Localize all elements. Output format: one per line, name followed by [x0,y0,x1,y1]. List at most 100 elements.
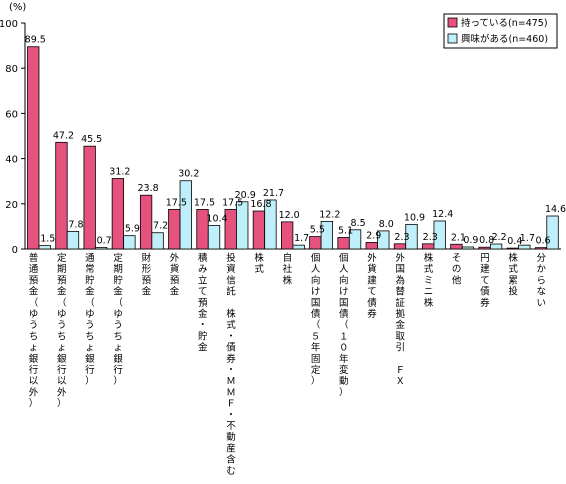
data-label-owned: 12.0 [279,210,300,221]
category-label-char: 貨 [367,263,377,275]
category-label: 外貨建て債券 [367,252,377,320]
bars [27,46,559,250]
category-label: 定期貯金（ゆうちょ銀行） [113,252,123,387]
category-label-char: 券 [480,297,490,309]
category-label-char: 定 [311,364,321,376]
category-label-char: 動 [226,432,236,443]
category-label-char: ） [339,386,349,398]
category-label-char: 個 [339,252,349,264]
category-label-char: い [537,298,547,309]
category-label-char: ち [85,331,95,342]
category-label-char: 向 [339,274,349,286]
category-label-char: 取 [395,331,405,342]
bar-owned [55,141,68,250]
category-label-char: 銀 [113,353,123,365]
category-label-char: 貯 [198,331,208,342]
bar-interested [95,247,108,250]
category-label-char: 外 [367,252,377,264]
data-label-owned: 2.3 [423,232,438,243]
legend-frame [443,13,558,49]
category-label-char: 債 [480,286,490,298]
category-label-char: 信 [226,274,236,286]
data-label-interested: 8.5 [351,218,366,229]
category-label-char: 投 [226,252,236,264]
data-label-interested: 2.2 [492,232,507,243]
bar-interested [518,244,531,250]
category-label-char: 固 [311,354,321,365]
bar-interested [461,246,475,250]
bar-interested [236,201,249,250]
y-tick-label: 80 [5,64,18,75]
category-label-char: ） [311,375,321,387]
category-label-char: 式 [508,263,518,275]
bar-owned [365,242,378,250]
category-label-char: 銀 [85,353,95,365]
category-label-char: 年 [311,342,321,354]
category-label-char: 金 [170,286,180,298]
category-label: 積み立て預金・貯金 [198,252,208,354]
category-label-char: 定 [57,252,67,264]
y-tick-label: 60 [5,109,18,120]
category-label-char: 券 [226,353,236,365]
category-label-char: 株 [424,297,434,309]
category-label-char: ら [537,275,547,286]
data-label-interested: 21.7 [263,188,284,199]
category-label-char: け [311,287,321,298]
category-label-char: 動 [339,376,349,387]
category-label-char: 債 [367,297,377,309]
data-labels: 89.5 1.5 47.2 7.8 45.5 0.7 31.2 5.9 23.8 7.2 17.5 3… [25,35,566,247]
y-tick-label: 20 [5,200,18,211]
category-label-char: ゆ [29,309,39,320]
category-label-char: そ [452,253,462,264]
data-label-owned: 0.6 [535,236,550,247]
category-label: 円建て債券 [480,253,490,309]
category-label-char: 外 [57,386,67,398]
bar-interested [151,232,164,250]
category-label-char: ょ [57,343,67,354]
category-label-char: 自 [283,252,293,264]
category-label-char: 社 [283,263,293,275]
category-labels: 普通預金（ゆうちょ銀行以外）定期預金（ゆうちょ銀行以外）通常貯金（ゆうちょ銀行）… [29,252,547,477]
data-label-interested: 10.9 [404,212,425,223]
category-label-char: １ [339,331,349,342]
category-label-char: な [537,287,547,298]
data-label-interested: 1.5 [40,234,55,245]
category-label-char: ち [29,331,39,342]
category-label-char: 行 [113,364,123,376]
bar-interested [489,243,503,250]
y-tick-label: 100 [0,19,18,30]
category-label-char: （ [339,319,349,331]
data-label-owned: 47.2 [53,130,74,141]
category-label-char: う [57,320,67,331]
category-label-char: ） [113,375,123,387]
data-label-interested: 20.9 [235,190,256,201]
bar-interested [320,221,334,250]
data-label-owned: 2.1 [451,232,466,243]
category-label-char [226,298,236,309]
category-label-char: て [198,287,208,298]
bar-interested [348,229,362,250]
category-label-char: 預 [142,275,152,286]
category-label-char: 形 [142,263,152,275]
category-label-char: 株 [254,252,264,264]
category-label-char: 金 [198,308,208,320]
category-label: 株式累投 [508,252,518,298]
category-label-char: 分 [537,253,547,264]
category-label-char: ５ [311,331,321,342]
bar-interested [377,230,390,250]
category-label-char: て [367,287,377,298]
category-label-char: 通 [29,264,39,275]
bar-owned [478,246,491,250]
category-label-char: 券 [367,308,377,320]
data-label-interested: 0.7 [97,235,112,246]
category-label-char: ・ [226,410,236,421]
category-label-char: ０ [339,343,349,354]
data-label-interested: 0.9 [463,235,478,246]
category-label-char: ょ [85,343,95,354]
category-label-char: 債 [311,308,321,320]
category-label-char: 常 [85,263,95,275]
category-label: 外国為替証拠金取引 ＦＸ [395,252,405,387]
category-label-char: 産 [226,442,236,454]
data-label-owned: 0.4 [507,236,522,247]
category-label-char: 立 [198,274,208,286]
